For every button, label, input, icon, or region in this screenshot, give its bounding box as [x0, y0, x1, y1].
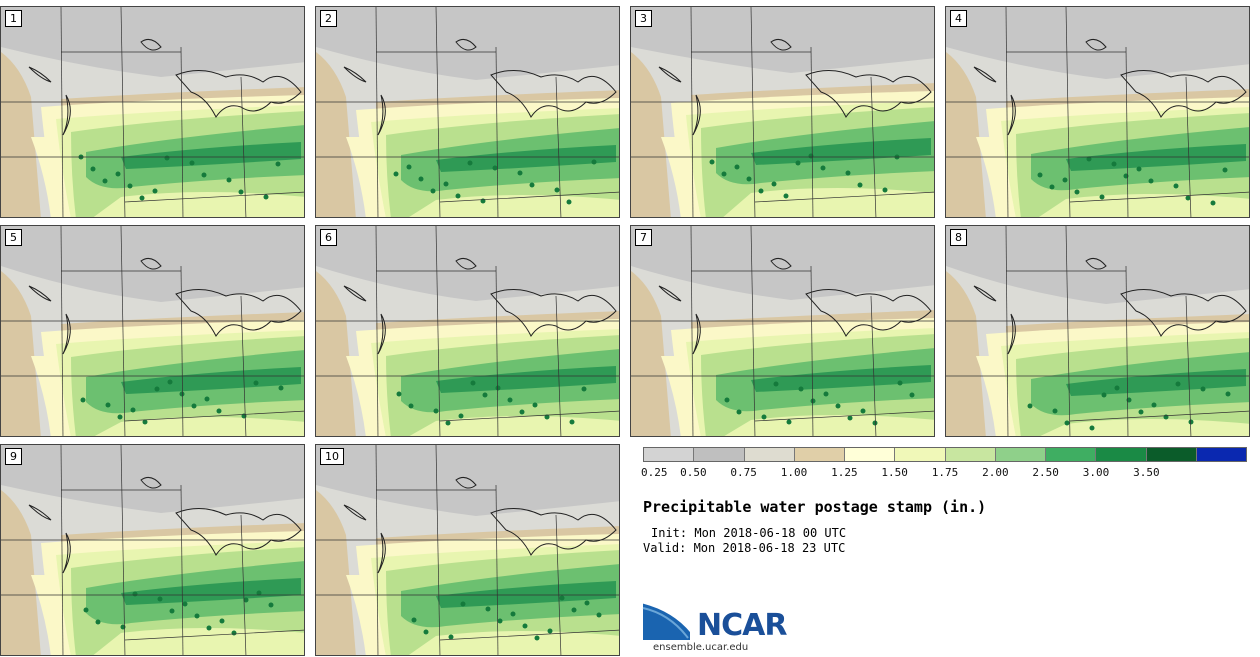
- colorbar-tick-label: 1.25: [831, 466, 858, 479]
- precip-water-map: [1, 7, 304, 217]
- colorbar-segment: [744, 448, 795, 461]
- colorbar-segment: [794, 448, 845, 461]
- postage-stamp-panel: 4: [945, 6, 1250, 218]
- valid-time: Valid: Mon 2018-06-18 23 UTC: [643, 541, 846, 555]
- colorbar-segment: [1146, 448, 1197, 461]
- ncar-logo-icon: [642, 600, 694, 640]
- colorbar-segment: [1046, 448, 1097, 461]
- colorbar-segment: [1196, 448, 1246, 461]
- precip-water-map: [316, 226, 619, 436]
- postage-stamp-panel: 10: [315, 444, 620, 656]
- colorbar-tick-label: 1.75: [931, 466, 959, 479]
- postage-stamp-panel: 9: [0, 444, 305, 656]
- panel-number-label: 1: [5, 10, 22, 27]
- colorbar-segment: [995, 448, 1046, 461]
- colorbar-tick-label: 0.75: [730, 466, 757, 479]
- panel-number-label: 2: [320, 10, 337, 27]
- postage-stamp-panel: 2: [315, 6, 620, 218]
- colorbar-segment: [895, 448, 946, 461]
- colorbar-ticks: 0.25 0.50 0.75 1.00 1.25 1.50 1.75 2.00 2.50 3.00…: [641, 466, 1247, 480]
- postage-stamp-panel: 7: [630, 225, 935, 437]
- colorbar: [643, 447, 1247, 462]
- colorbar-segment: [644, 448, 695, 461]
- precip-water-map: [1, 226, 304, 436]
- panel-number-label: 4: [950, 10, 967, 27]
- panel-number-label: 10: [320, 448, 344, 465]
- postage-stamp-panel: 5: [0, 225, 305, 437]
- precip-water-map: [316, 445, 619, 655]
- colorbar-tick-label: 1.50: [881, 466, 908, 479]
- figure-title: Precipitable water postage stamp (in.): [643, 498, 987, 516]
- colorbar-tick-label: 3.00: [1082, 466, 1110, 479]
- postage-stamp-panel: 8: [945, 225, 1250, 437]
- panel-number-label: 3: [635, 10, 652, 27]
- colorbar-segment: [694, 448, 745, 461]
- colorbar-tick-label: 0.25: [641, 466, 668, 479]
- init-time: Init: Mon 2018-06-18 00 UTC: [651, 526, 847, 540]
- colorbar-tick-label: 2.50: [1032, 466, 1059, 479]
- precip-water-map: [631, 7, 934, 217]
- colorbar-segment: [1096, 448, 1147, 461]
- logo-text: NCAR: [697, 608, 787, 643]
- postage-stamp-panel: 6: [315, 225, 620, 437]
- precip-water-map: [631, 226, 934, 436]
- panel-number-label: 7: [635, 229, 652, 246]
- postage-stamp-panel: 3: [630, 6, 935, 218]
- panel-number-label: 6: [320, 229, 337, 246]
- colorbar-segment: [845, 448, 896, 461]
- colorbar-tick-label: 0.50: [680, 466, 707, 479]
- colorbar-tick-label: 2.00: [982, 466, 1009, 479]
- precip-water-map: [946, 7, 1249, 217]
- precip-water-map: [1, 445, 304, 655]
- colorbar-tick-label: 1.00: [780, 466, 808, 479]
- panel-number-label: 9: [5, 448, 22, 465]
- precip-water-map: [946, 226, 1249, 436]
- postage-stamp-panel: 1: [0, 6, 305, 218]
- colorbar-tick-label: 3.50: [1133, 466, 1160, 479]
- panel-number-label: 8: [950, 229, 967, 246]
- panel-number-label: 5: [5, 229, 22, 246]
- colorbar-segment: [945, 448, 996, 461]
- logo-url: ensemble.ucar.edu: [653, 642, 749, 653]
- precip-water-map: [316, 7, 619, 217]
